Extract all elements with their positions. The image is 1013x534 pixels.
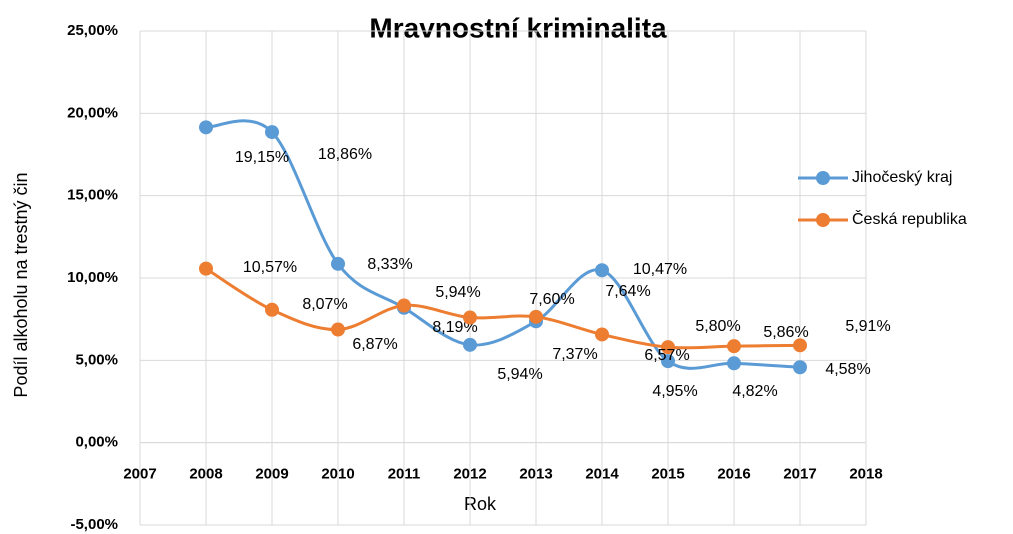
data-point xyxy=(661,354,675,369)
data-point xyxy=(793,360,807,375)
y-tick-label: 10,00% xyxy=(67,269,118,286)
chart-title: Mravnostní kriminalita xyxy=(369,12,667,43)
data-point xyxy=(463,337,477,352)
series-line xyxy=(205,119,801,370)
data-label: 4,82% xyxy=(732,383,777,400)
data-label: 6,57% xyxy=(644,347,689,364)
legend-marker xyxy=(816,213,830,227)
data-point xyxy=(331,256,345,271)
data-point xyxy=(793,338,807,353)
data-point xyxy=(265,125,279,140)
data-label: 7,64% xyxy=(605,283,650,300)
x-tick-label: 2007 xyxy=(123,466,156,483)
data-point xyxy=(463,310,477,325)
series-line xyxy=(205,267,801,350)
x-tick-label: 2009 xyxy=(255,466,288,483)
data-label: 7,37% xyxy=(552,346,597,363)
data-label: 5,91% xyxy=(845,318,890,335)
data-point xyxy=(199,120,213,135)
data-point xyxy=(529,309,543,324)
x-tick-label: 2013 xyxy=(519,466,552,483)
data-label: 4,95% xyxy=(652,383,697,400)
y-tick-label: 0,00% xyxy=(75,434,118,451)
y-axis-label: Podíl alkoholu na trestný čin xyxy=(11,172,31,397)
data-label: 6,87% xyxy=(352,336,397,353)
data-label: 19,15% xyxy=(235,149,289,166)
data-point xyxy=(727,356,741,371)
data-label: 4,58% xyxy=(825,361,870,378)
x-tick-label: 2018 xyxy=(849,466,882,483)
y-tick-label: 15,00% xyxy=(67,187,118,204)
x-tick-label: 2008 xyxy=(189,466,222,483)
legend-label: Jihočeský kraj xyxy=(852,169,952,186)
data-label: 18,86% xyxy=(318,146,372,163)
x-tick-label: 2010 xyxy=(321,466,354,483)
data-label: 5,86% xyxy=(763,324,808,341)
x-tick-label: 2017 xyxy=(783,466,816,483)
data-label: 7,60% xyxy=(529,291,574,308)
x-tick-label: 2014 xyxy=(585,466,619,483)
data-point xyxy=(595,263,609,278)
y-tick-label: 25,00% xyxy=(67,22,118,39)
data-label: 5,80% xyxy=(695,318,740,335)
x-tick-label: 2011 xyxy=(388,466,421,483)
data-point xyxy=(199,261,213,276)
x-tick-label: 2012 xyxy=(453,466,486,483)
data-point xyxy=(595,327,609,342)
data-point xyxy=(727,339,741,354)
data-label: 10,47% xyxy=(633,261,687,278)
x-tick-label: 2015 xyxy=(651,466,684,483)
data-point xyxy=(265,302,279,317)
data-point xyxy=(661,340,675,355)
legend-marker xyxy=(816,171,830,185)
x-axis-label: Rok xyxy=(464,494,497,514)
data-label: 5,94% xyxy=(497,366,542,383)
data-point xyxy=(331,322,345,337)
y-tick-label: 5,00% xyxy=(75,351,118,368)
data-label: 8,33% xyxy=(367,256,412,273)
data-label: 8,07% xyxy=(302,296,347,313)
x-tick-label: 2016 xyxy=(717,466,750,483)
data-point xyxy=(397,298,411,313)
annotation: 5,94% xyxy=(435,284,480,301)
data-label: 10,57% xyxy=(243,259,297,276)
y-tick-label: -5,00% xyxy=(70,516,118,533)
legend-label: Česká republika xyxy=(852,209,967,228)
y-tick-label: 20,00% xyxy=(67,104,118,121)
